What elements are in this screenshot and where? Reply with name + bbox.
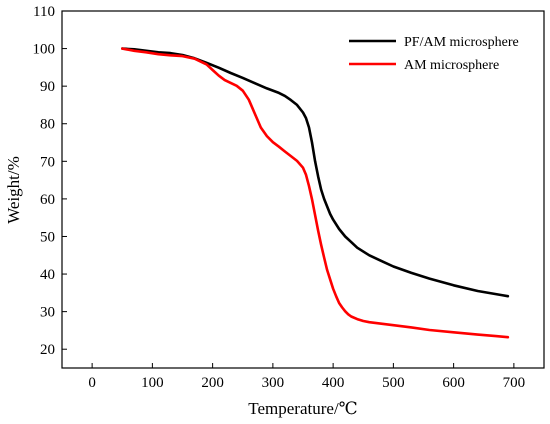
y-axis: 20 30 40 50 60 70 80 90 100 110 [33,4,67,358]
y-tick-label: 30 [40,305,55,321]
x-axis: 0 100 200 300 400 500 600 700 [88,363,525,391]
legend-label: PF/AM microsphere [404,35,519,50]
x-tick-label: 600 [442,375,465,391]
x-tick-label: 0 [88,375,96,391]
y-tick-label: 50 [40,229,55,245]
x-tick-label: 100 [141,375,164,391]
plot-area [61,10,545,369]
y-tick-label: 110 [33,4,55,20]
x-tick-label: 200 [201,375,224,391]
series-line-am-microsphere [121,47,510,339]
plot-frame [61,10,545,369]
legend-label: AM microsphere [404,58,499,73]
y-tick-label: 60 [40,192,55,208]
y-axis-title: Weight/% [4,156,23,224]
y-tick-label: 70 [40,154,55,170]
series-layer [121,47,510,339]
x-tick-label: 400 [322,375,345,391]
y-tick-label: 80 [40,117,55,133]
x-tick-label: 700 [503,375,526,391]
series-line-pf-am-microsphere [121,47,510,298]
legend: PF/AM microsphere AM microsphere [349,35,519,73]
y-tick-label: 90 [40,79,55,95]
x-axis-title: Temperature/℃ [248,399,357,418]
y-tick-label: 20 [40,342,55,358]
y-tick-label: 100 [33,42,56,58]
x-tick-label: 300 [262,375,285,391]
y-tick-label: 40 [40,267,55,283]
x-tick-label: 500 [382,375,405,391]
